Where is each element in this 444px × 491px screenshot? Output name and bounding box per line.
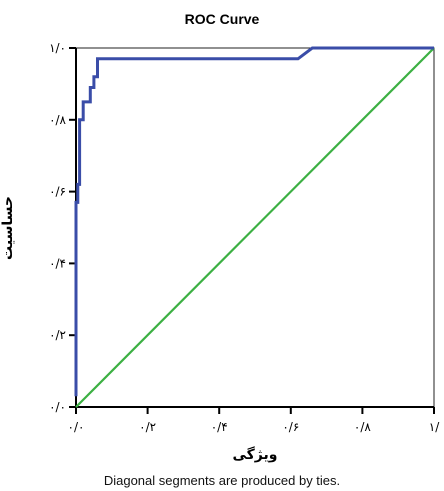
y-axis-ticks: ۰/۰ ۰/۲ ۰/۴ ۰/۶ ۰/۸ ۱/۰ bbox=[49, 41, 76, 414]
footnote: Diagonal segments are produced by ties. bbox=[104, 473, 340, 488]
y-tick-label: ۰/۴ bbox=[49, 256, 66, 270]
y-tick-label: ۰/۸ bbox=[49, 113, 66, 127]
x-tick-label: ۰/۴ bbox=[211, 420, 228, 434]
y-tick-label: ۰/۲ bbox=[49, 328, 66, 342]
y-tick-label: ۰/۶ bbox=[49, 185, 66, 199]
x-tick-label: ۰/۶ bbox=[282, 420, 299, 434]
y-tick-label: ۰/۰ bbox=[49, 400, 66, 414]
y-axis-label: حساسیت bbox=[0, 196, 16, 260]
y-tick-label: ۱/۰ bbox=[49, 41, 66, 55]
chart-title: ROC Curve bbox=[185, 11, 260, 27]
roc-curve-line bbox=[74, 46, 434, 397]
series-layer bbox=[74, 46, 435, 408]
reference-diagonal-line bbox=[75, 47, 435, 408]
x-tick-label: ۰/۲ bbox=[139, 420, 156, 434]
x-tick-label: ۱/ bbox=[429, 420, 440, 434]
x-tick-label: ۰/۰ bbox=[68, 420, 85, 434]
x-axis-ticks: ۰/۰ ۰/۲ ۰/۴ ۰/۶ ۰/۸ ۱/ bbox=[68, 407, 440, 434]
x-tick-label: ۰/۸ bbox=[354, 420, 371, 434]
x-axis-label: ویژگی bbox=[233, 446, 278, 463]
